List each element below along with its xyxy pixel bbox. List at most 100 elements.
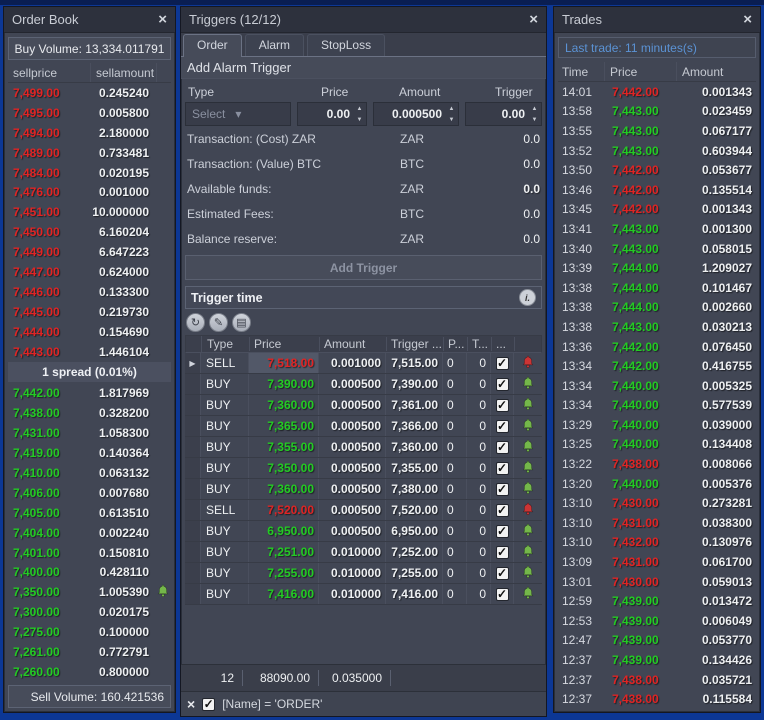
order-book-sell-row[interactable]: 7,495.00 0.005800 — [8, 103, 171, 123]
enabled-checkbox[interactable]: ✓ — [495, 481, 509, 496]
trade-row[interactable]: 13:22 7,438.00 0.008066 — [558, 454, 756, 474]
order-book-sell-row[interactable]: 7,446.00 0.133300 — [8, 282, 171, 302]
trade-row[interactable]: 13:55 7,443.00 0.067177 — [558, 121, 756, 141]
filter-expression[interactable]: [Name] = 'ORDER' — [222, 697, 323, 711]
order-book-buy-row[interactable]: 7,261.00 0.772791 — [8, 642, 171, 662]
type-column-header[interactable]: Type — [202, 337, 250, 351]
tab-stoploss[interactable]: StopLoss — [307, 34, 386, 56]
order-book-sell-row[interactable]: 7,484.00 0.020195 — [8, 163, 171, 183]
trade-row[interactable]: 12:47 7,439.00 0.053770 — [558, 631, 756, 651]
enabled-checkbox[interactable]: ✓ — [495, 586, 509, 601]
list-icon[interactable]: ▤ — [232, 312, 251, 332]
order-book-sell-row[interactable]: 7,449.00 6.647223 — [8, 242, 171, 262]
order-book-buy-row[interactable]: 7,275.00 0.100000 — [8, 622, 171, 642]
amount-column-header[interactable]: Amount — [676, 62, 756, 81]
spin-up-icon[interactable]: ▲ — [448, 105, 455, 112]
spin-down-icon[interactable]: ▼ — [356, 116, 363, 123]
trade-row[interactable]: 13:38 7,443.00 0.030213 — [558, 317, 756, 337]
t-column-header[interactable]: T... — [468, 337, 492, 351]
trade-row[interactable]: 12:37 7,438.00 0.035721 — [558, 670, 756, 690]
amount-stepper[interactable]: 0.000500 ▲ ▼ — [373, 102, 459, 126]
sellamount-column-header[interactable]: sellamount — [90, 63, 156, 82]
trade-row[interactable]: 13:41 7,443.00 0.001300 — [558, 219, 756, 239]
enabled-checkbox[interactable]: ✓ — [495, 523, 509, 538]
trade-row[interactable]: 12:53 7,439.00 0.006049 — [558, 611, 756, 631]
spin-up-icon[interactable]: ▲ — [356, 105, 363, 112]
p-column-header[interactable]: P... — [444, 337, 468, 351]
trigger-row[interactable]: BUY 7,365.00 0.000500 7,366.00 0 0 ✓ — [185, 416, 542, 437]
enabled-checkbox[interactable]: ✓ — [495, 376, 509, 391]
trigger-value[interactable]: 0.00 — [501, 107, 525, 121]
order-book-buy-row[interactable]: 7,431.00 1.058300 — [8, 423, 171, 443]
clear-filter-icon[interactable]: × — [187, 696, 196, 712]
trade-row[interactable]: 13:10 7,430.00 0.273281 — [558, 493, 756, 513]
add-trigger-button[interactable]: Add Trigger — [185, 255, 542, 280]
trade-row[interactable]: 13:20 7,440.00 0.005376 — [558, 474, 756, 494]
type-select[interactable]: Select ▾ — [185, 102, 291, 126]
trade-row[interactable]: 12:37 7,438.00 0.115584 — [558, 689, 756, 708]
trade-row[interactable]: 13:10 7,432.00 0.130976 — [558, 533, 756, 553]
enabled-checkbox[interactable]: ✓ — [495, 502, 509, 517]
price-column-header[interactable]: Price — [250, 337, 320, 351]
trade-row[interactable]: 13:38 7,444.00 0.002660 — [558, 298, 756, 318]
enabled-checkbox[interactable]: ✓ — [495, 565, 509, 580]
trade-row[interactable]: 13:40 7,443.00 0.058015 — [558, 239, 756, 259]
trade-row[interactable]: 12:37 7,439.00 0.134426 — [558, 650, 756, 670]
trade-row[interactable]: 14:01 7,442.00 0.001343 — [558, 82, 756, 102]
enabled-checkbox[interactable]: ✓ — [495, 544, 509, 559]
order-book-buy-row[interactable]: 7,350.00 1.005390 — [8, 582, 171, 602]
spin-up-icon[interactable]: ▲ — [531, 105, 538, 112]
spin-down-icon[interactable]: ▼ — [448, 116, 455, 123]
trigger-row[interactable]: BUY 7,350.00 0.000500 7,355.00 0 0 ✓ — [185, 458, 542, 479]
filter-enabled-checkbox[interactable]: ✓ — [202, 696, 216, 711]
order-book-sell-row[interactable]: 7,447.00 0.624000 — [8, 262, 171, 282]
order-book-sell-row[interactable]: 7,443.00 1.446104 — [8, 342, 171, 362]
order-book-buy-row[interactable]: 7,438.00 0.328200 — [8, 403, 171, 423]
order-book-titlebar[interactable]: Order Book × — [4, 7, 175, 33]
trade-row[interactable]: 12:59 7,439.00 0.013472 — [558, 591, 756, 611]
trigger-row[interactable]: ▶ SELL 7,518.00 0.001000 7,515.00 0 0 ✓ — [185, 353, 542, 374]
trigger-row[interactable]: BUY 7,255.00 0.010000 7,255.00 0 0 ✓ — [185, 563, 542, 584]
trigger-row[interactable]: BUY 7,390.00 0.000500 7,390.00 0 0 ✓ — [185, 374, 542, 395]
price-value[interactable]: 0.00 — [326, 107, 350, 121]
trigger-row[interactable]: BUY 7,360.00 0.000500 7,380.00 0 0 ✓ — [185, 479, 542, 500]
refresh-icon[interactable]: ↻ — [186, 312, 205, 332]
trade-row[interactable]: 13:25 7,440.00 0.134408 — [558, 435, 756, 455]
order-book-sell-row[interactable]: 7,476.00 0.001000 — [8, 182, 171, 202]
trade-row[interactable]: 13:09 7,431.00 0.061700 — [558, 552, 756, 572]
trigger-row[interactable]: BUY 7,416.00 0.010000 7,416.00 0 0 ✓ — [185, 584, 542, 605]
order-book-sell-row[interactable]: 7,451.00 10.000000 — [8, 202, 171, 222]
trigger-row[interactable]: BUY 7,355.00 0.000500 7,360.00 0 0 ✓ — [185, 437, 542, 458]
trigger-row[interactable]: SELL 7,520.00 0.000500 7,520.00 0 0 ✓ — [185, 500, 542, 521]
trade-row[interactable]: 13:01 7,430.00 0.059013 — [558, 572, 756, 592]
order-book-sell-row[interactable]: 7,450.00 6.160204 — [8, 222, 171, 242]
trigger-row[interactable]: BUY 7,251.00 0.010000 7,252.00 0 0 ✓ — [185, 542, 542, 563]
order-book-sell-row[interactable]: 7,444.00 0.154690 — [8, 322, 171, 342]
order-book-sell-row[interactable]: 7,494.00 2.180000 — [8, 123, 171, 143]
trade-row[interactable]: 13:34 7,440.00 0.577539 — [558, 396, 756, 416]
order-book-buy-row[interactable]: 7,400.00 0.428110 — [8, 562, 171, 582]
order-book-buy-row[interactable]: 7,260.00 0.800000 — [8, 662, 171, 682]
price-stepper[interactable]: 0.00 ▲ ▼ — [297, 102, 367, 126]
checked-column-header[interactable]: ... — [492, 337, 515, 351]
trigger-row[interactable]: BUY 6,950.00 0.000500 6,950.00 0 0 ✓ — [185, 521, 542, 542]
trade-row[interactable]: 13:10 7,431.00 0.038300 — [558, 513, 756, 533]
trade-row[interactable]: 13:29 7,440.00 0.039000 — [558, 415, 756, 435]
order-book-sell-row[interactable]: 7,499.00 0.245240 — [8, 83, 171, 103]
order-book-sell-row[interactable]: 7,489.00 0.733481 — [8, 143, 171, 163]
trade-row[interactable]: 13:36 7,442.00 0.076450 — [558, 337, 756, 357]
time-column-header[interactable]: Time — [562, 64, 589, 79]
order-book-buy-row[interactable]: 7,404.00 0.002240 — [8, 523, 171, 543]
trigger-column-header[interactable]: Trigger ... — [387, 337, 444, 351]
enabled-checkbox[interactable]: ✓ — [495, 355, 509, 370]
trigger-stepper[interactable]: 0.00 ▲ ▼ — [465, 102, 542, 126]
trade-row[interactable]: 13:39 7,444.00 1.209027 — [558, 258, 756, 278]
close-icon[interactable]: × — [529, 10, 538, 28]
close-icon[interactable]: × — [158, 10, 167, 28]
trade-row[interactable]: 13:38 7,444.00 0.101467 — [558, 278, 756, 298]
trade-row[interactable]: 13:34 7,440.00 0.005325 — [558, 376, 756, 396]
trade-row[interactable]: 13:52 7,443.00 0.603944 — [558, 141, 756, 161]
trade-row[interactable]: 13:34 7,442.00 0.416755 — [558, 356, 756, 376]
trades-titlebar[interactable]: Trades × — [554, 7, 760, 33]
price-column-header[interactable]: Price — [604, 62, 676, 81]
